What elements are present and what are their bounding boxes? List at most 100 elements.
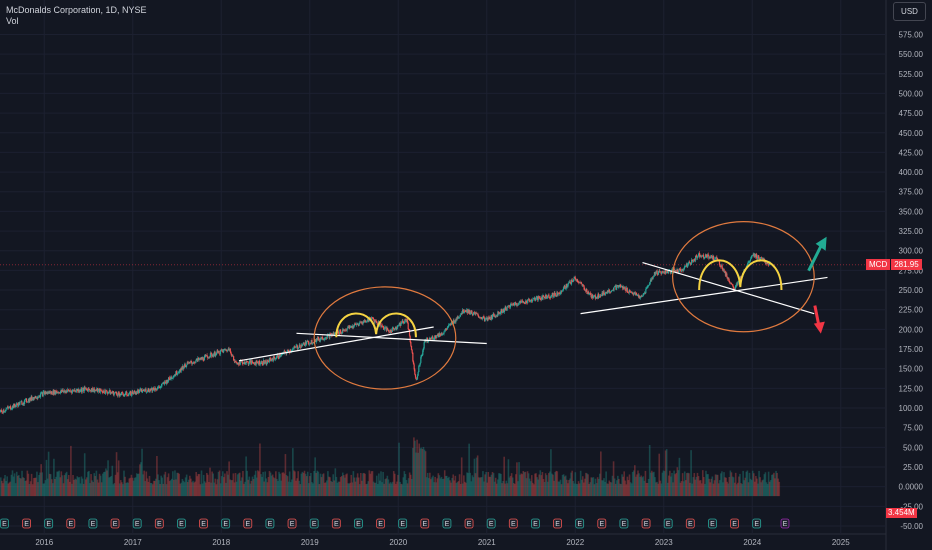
volume-bar [652, 472, 654, 497]
candle-body [509, 305, 511, 308]
candle-body [548, 294, 550, 298]
candle-body [83, 387, 85, 392]
candle-body [221, 349, 223, 351]
volume-bar [369, 473, 372, 497]
currency-button[interactable]: USD [893, 2, 926, 21]
volume-bar [271, 474, 274, 497]
candle-body [381, 325, 383, 328]
candle-body [76, 389, 78, 391]
earnings-marker[interactable]: E [752, 518, 762, 529]
earnings-marker[interactable]: E [442, 518, 452, 529]
volume-bar [620, 484, 622, 497]
earnings-marker[interactable]: E [575, 518, 585, 529]
candle-body [595, 298, 597, 299]
earnings-marker[interactable]: E [641, 518, 651, 529]
earnings-marker[interactable]: E [398, 518, 408, 529]
candle-body [316, 338, 318, 342]
candle-body [724, 271, 726, 272]
earnings-marker[interactable]: E [199, 518, 208, 529]
earnings-marker[interactable]: E [708, 518, 717, 529]
earnings-marker[interactable]: E [354, 518, 363, 529]
candle-body [88, 388, 90, 390]
earnings-marker[interactable]: E [331, 518, 341, 529]
candle-body [253, 363, 255, 365]
volume-bar [637, 470, 639, 497]
earnings-marker[interactable]: E [553, 518, 562, 529]
volume-indicator-label[interactable]: Vol [6, 16, 19, 26]
candle-body [391, 328, 393, 332]
earnings-marker[interactable]: E [110, 518, 120, 529]
candle-body [628, 290, 630, 293]
candle-body [583, 285, 585, 290]
candle-body [8, 407, 10, 409]
candle-body [663, 272, 665, 273]
volume-bar [29, 481, 32, 497]
earnings-marker[interactable]: E [376, 518, 385, 529]
volume-bar [601, 480, 603, 497]
candle-body [581, 283, 583, 286]
candle-body [391, 331, 393, 333]
earnings-marker[interactable]: E [287, 518, 297, 529]
candle-body [168, 377, 170, 380]
candle-body [179, 369, 182, 372]
earnings-marker[interactable]: E [730, 518, 739, 529]
candle-body [594, 295, 596, 299]
candle-body [244, 361, 246, 365]
candle-body [671, 268, 673, 270]
earnings-marker[interactable]: E [132, 518, 142, 529]
earnings-marker[interactable]: E [309, 518, 319, 529]
volume-bar [367, 481, 370, 497]
svg-text:E: E [754, 521, 759, 528]
candle-body [359, 322, 361, 324]
earnings-marker[interactable]: E [508, 518, 518, 529]
earnings-marker[interactable]: E [531, 518, 540, 529]
volume-bar [576, 484, 579, 497]
volume-bar [686, 473, 688, 497]
earnings-marker[interactable]: E [685, 518, 695, 529]
earnings-marker[interactable]: E [221, 518, 231, 529]
candle-body [453, 320, 455, 324]
earnings-marker[interactable]: E [464, 518, 474, 529]
earnings-marker[interactable]: E [88, 518, 98, 529]
volume-bar [31, 484, 34, 497]
candle-body [758, 258, 760, 261]
candle-body [320, 338, 322, 340]
earnings-marker[interactable]: E [0, 518, 9, 529]
earnings-marker[interactable]: E [663, 518, 673, 529]
candle-body [597, 293, 599, 298]
earnings-marker[interactable]: E [420, 518, 430, 529]
earnings-marker[interactable]: E [265, 518, 275, 529]
earnings-marker[interactable]: E [597, 518, 607, 529]
earnings-marker[interactable]: E [486, 518, 496, 529]
candle-body [393, 328, 395, 330]
candle-body [47, 392, 49, 394]
earnings-marker[interactable]: E [619, 518, 629, 529]
candle-body [373, 319, 375, 320]
volume-bar [532, 482, 534, 497]
svg-text:E: E [378, 521, 383, 528]
earnings-marker[interactable]: E [177, 518, 186, 529]
candle-body [541, 297, 543, 300]
candle-body [493, 313, 495, 316]
volume-bar [522, 470, 525, 497]
earnings-marker[interactable]: E [243, 518, 253, 529]
earnings-marker[interactable]: E [22, 518, 31, 529]
candle-body [643, 293, 645, 295]
candle-body [564, 288, 567, 290]
volume-bar [432, 475, 434, 497]
candle-body [24, 399, 26, 401]
earnings-marker[interactable]: E [154, 518, 164, 529]
price-tag-symbol: MCD [866, 259, 891, 270]
candle-body [621, 286, 623, 287]
candle-body [204, 355, 206, 357]
earnings-marker[interactable]: E [44, 518, 54, 529]
candle-body [606, 290, 608, 294]
volume-bar [758, 470, 760, 497]
volume-bar [156, 456, 158, 497]
candle-body [375, 320, 377, 322]
candle-body [316, 338, 318, 341]
volume-bar [44, 480, 47, 497]
earnings-marker[interactable]: E [66, 518, 76, 529]
volume-bar [612, 461, 615, 497]
